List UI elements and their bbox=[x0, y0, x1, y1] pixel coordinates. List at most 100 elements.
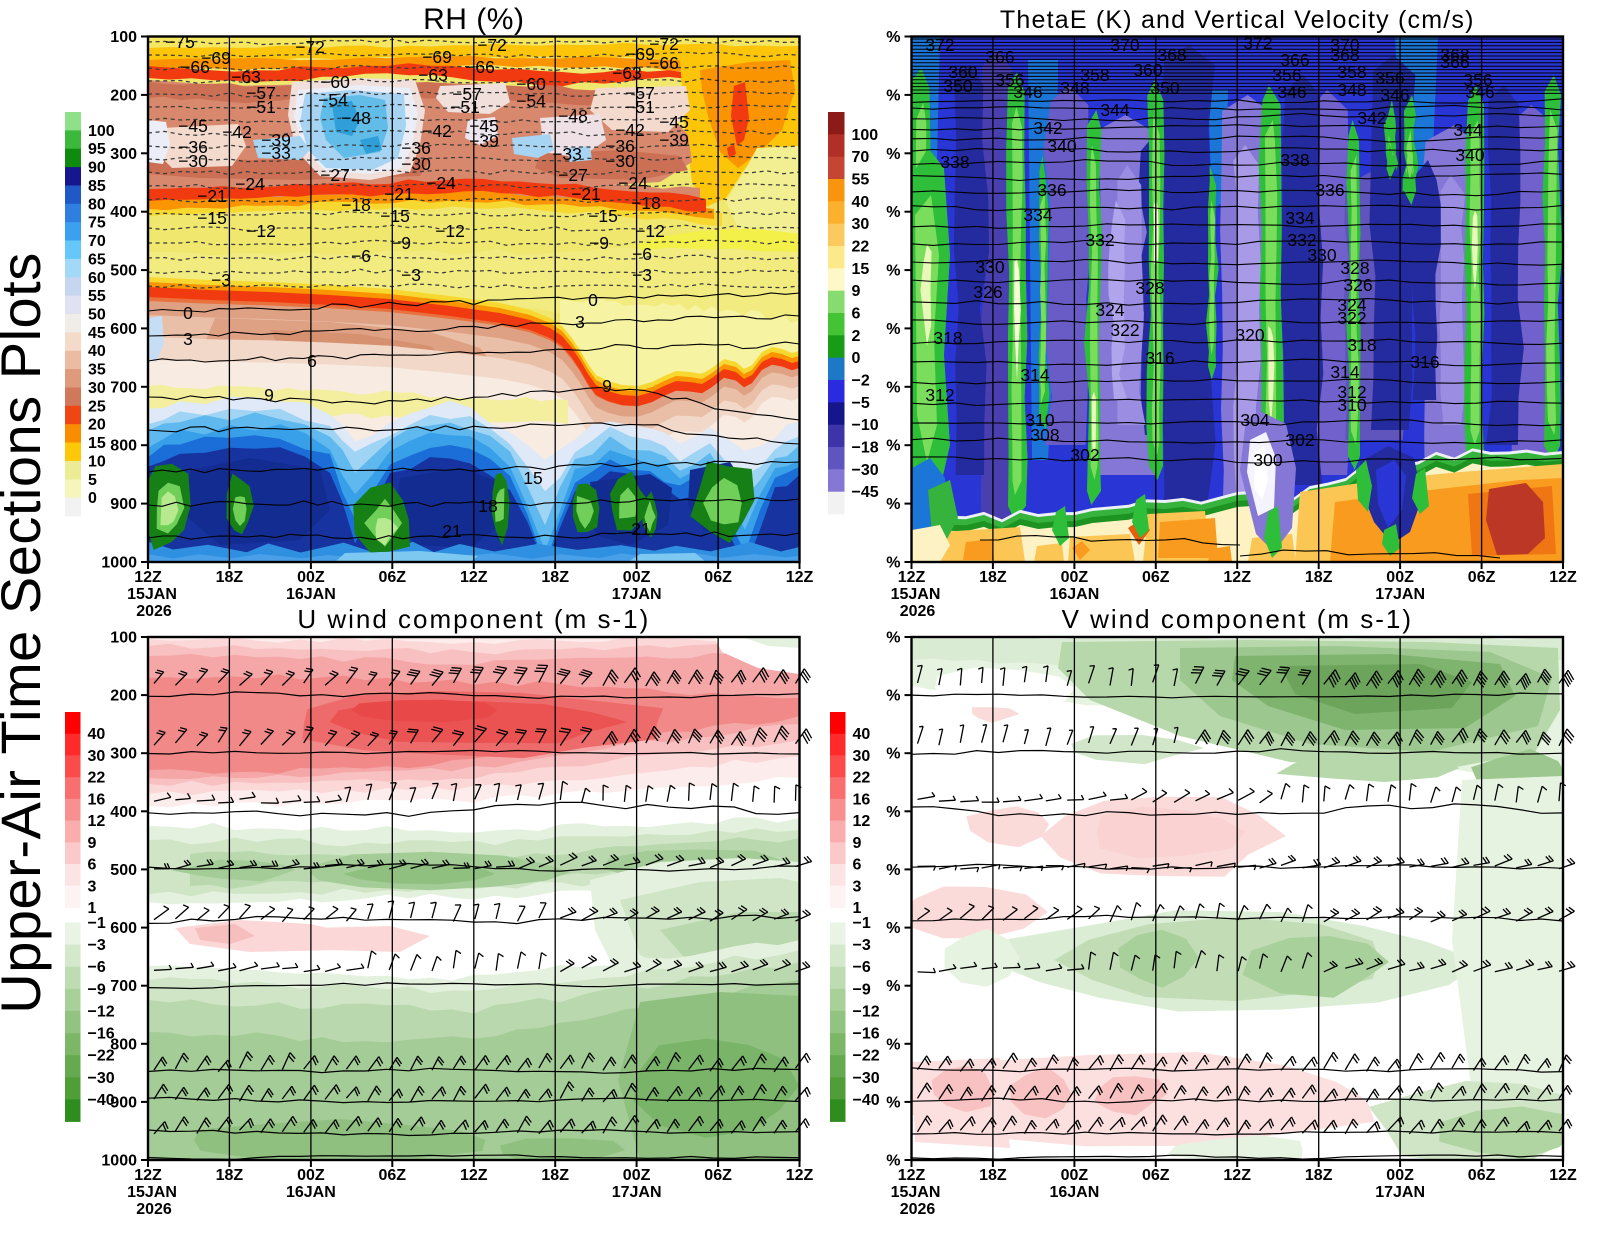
svg-text:21: 21 bbox=[442, 521, 461, 541]
svg-text:−66: −66 bbox=[180, 57, 210, 77]
svg-text:95: 95 bbox=[88, 141, 106, 158]
svg-text:366: 366 bbox=[1440, 52, 1469, 72]
svg-text:2026: 2026 bbox=[136, 1201, 172, 1218]
svg-text:6: 6 bbox=[852, 306, 861, 323]
svg-text:00Z: 00Z bbox=[1386, 1167, 1414, 1184]
svg-text:−57: −57 bbox=[625, 83, 655, 103]
svg-text:15JAN: 15JAN bbox=[127, 586, 177, 603]
svg-text:06Z: 06Z bbox=[704, 569, 732, 586]
svg-text:−30: −30 bbox=[401, 154, 431, 174]
svg-text:%: % bbox=[886, 555, 900, 572]
svg-text:−1: −1 bbox=[88, 915, 106, 932]
svg-text:800: 800 bbox=[110, 438, 137, 455]
svg-text:−60: −60 bbox=[320, 72, 350, 92]
svg-text:−45: −45 bbox=[852, 484, 879, 501]
svg-text:−57: −57 bbox=[452, 84, 482, 104]
svg-text:3: 3 bbox=[183, 329, 193, 349]
svg-text:1: 1 bbox=[853, 900, 862, 917]
svg-text:−40: −40 bbox=[88, 1092, 115, 1109]
svg-text:%: % bbox=[886, 1153, 900, 1170]
svg-text:308: 308 bbox=[1030, 425, 1059, 445]
svg-text:100: 100 bbox=[110, 29, 137, 46]
svg-text:334: 334 bbox=[1285, 208, 1314, 228]
svg-text:12Z: 12Z bbox=[134, 569, 162, 586]
svg-text:−6: −6 bbox=[632, 244, 652, 264]
svg-text:338: 338 bbox=[1280, 150, 1309, 170]
svg-text:9: 9 bbox=[88, 835, 97, 852]
svg-text:18Z: 18Z bbox=[541, 1167, 569, 1184]
svg-text:17JAN: 17JAN bbox=[612, 586, 662, 603]
svg-text:−9: −9 bbox=[391, 233, 411, 253]
svg-text:−16: −16 bbox=[853, 1026, 880, 1043]
svg-text:332: 332 bbox=[1287, 230, 1316, 250]
svg-text:372: 372 bbox=[925, 35, 954, 55]
svg-text:−75: −75 bbox=[165, 32, 195, 52]
svg-text:366: 366 bbox=[985, 47, 1014, 67]
svg-text:00Z: 00Z bbox=[623, 569, 651, 586]
svg-text:2026: 2026 bbox=[900, 603, 936, 620]
svg-text:U wind component (m s-1): U wind component (m s-1) bbox=[297, 604, 650, 634]
svg-text:304: 304 bbox=[1240, 410, 1269, 430]
svg-text:%: % bbox=[886, 204, 900, 221]
svg-text:700: 700 bbox=[110, 978, 137, 995]
svg-text:900: 900 bbox=[110, 496, 137, 513]
svg-text:65: 65 bbox=[88, 251, 106, 268]
svg-text:16JAN: 16JAN bbox=[286, 1184, 336, 1201]
svg-text:302: 302 bbox=[1070, 445, 1099, 465]
svg-text:06Z: 06Z bbox=[1142, 569, 1170, 586]
svg-text:V wind component (m s-1): V wind component (m s-1) bbox=[1062, 604, 1413, 634]
svg-text:18Z: 18Z bbox=[979, 569, 1007, 586]
svg-text:30: 30 bbox=[852, 216, 870, 233]
svg-text:−9: −9 bbox=[88, 981, 106, 998]
svg-text:35: 35 bbox=[88, 362, 106, 379]
svg-text:−21: −21 bbox=[571, 184, 601, 204]
svg-text:310: 310 bbox=[1337, 395, 1366, 415]
svg-text:22: 22 bbox=[853, 770, 871, 787]
svg-text:06Z: 06Z bbox=[379, 569, 407, 586]
svg-text:30: 30 bbox=[853, 748, 871, 765]
svg-text:−3: −3 bbox=[632, 265, 652, 285]
svg-text:%: % bbox=[886, 688, 900, 705]
svg-text:1: 1 bbox=[88, 900, 97, 917]
svg-text:−12: −12 bbox=[435, 221, 465, 241]
svg-text:−72: −72 bbox=[649, 34, 679, 54]
svg-text:−54: −54 bbox=[318, 90, 348, 110]
svg-text:%: % bbox=[886, 29, 900, 46]
svg-text:0: 0 bbox=[183, 303, 193, 323]
svg-text:%: % bbox=[886, 862, 900, 879]
svg-text:360: 360 bbox=[1133, 60, 1162, 80]
svg-text:15: 15 bbox=[88, 435, 106, 452]
svg-text:17JAN: 17JAN bbox=[612, 1184, 662, 1201]
svg-text:356: 356 bbox=[1375, 68, 1404, 88]
svg-text:%: % bbox=[886, 1036, 900, 1053]
svg-text:−16: −16 bbox=[88, 1026, 115, 1043]
svg-text:16JAN: 16JAN bbox=[286, 586, 336, 603]
svg-text:40: 40 bbox=[853, 726, 871, 743]
svg-text:45: 45 bbox=[88, 325, 106, 342]
svg-text:600: 600 bbox=[110, 920, 137, 937]
svg-text:80: 80 bbox=[88, 196, 106, 213]
svg-text:356: 356 bbox=[1463, 70, 1492, 90]
svg-text:6: 6 bbox=[853, 857, 862, 874]
svg-text:348: 348 bbox=[1337, 80, 1366, 100]
svg-text:9: 9 bbox=[852, 283, 861, 300]
svg-text:1000: 1000 bbox=[101, 1153, 137, 1170]
svg-text:340: 340 bbox=[1455, 145, 1484, 165]
svg-text:−30: −30 bbox=[88, 1070, 115, 1087]
svg-text:372: 372 bbox=[1243, 33, 1272, 53]
svg-text:−39: −39 bbox=[659, 130, 689, 150]
svg-text:−24: −24 bbox=[618, 173, 648, 193]
svg-text:12Z: 12Z bbox=[460, 1167, 488, 1184]
svg-text:336: 336 bbox=[1315, 180, 1344, 200]
svg-text:−69: −69 bbox=[201, 48, 231, 68]
svg-text:12Z: 12Z bbox=[786, 569, 814, 586]
svg-text:−6: −6 bbox=[88, 959, 106, 976]
svg-text:18Z: 18Z bbox=[541, 569, 569, 586]
svg-text:12Z: 12Z bbox=[1223, 569, 1251, 586]
svg-text:356: 356 bbox=[995, 70, 1024, 90]
svg-text:%: % bbox=[886, 379, 900, 396]
svg-text:15JAN: 15JAN bbox=[891, 1184, 941, 1201]
svg-text:100: 100 bbox=[88, 123, 115, 140]
svg-text:18Z: 18Z bbox=[216, 569, 244, 586]
svg-text:600: 600 bbox=[110, 321, 137, 338]
